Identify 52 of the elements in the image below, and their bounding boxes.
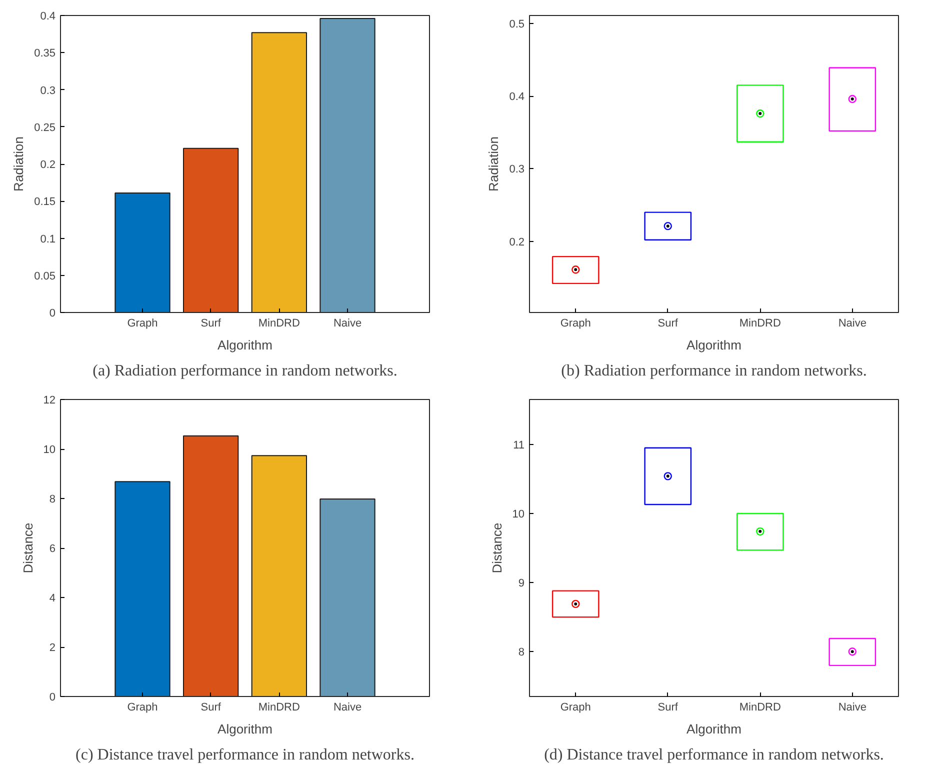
y-tick-label: 0.2	[509, 236, 525, 248]
x-tick-label: Graph	[560, 702, 591, 714]
x-tick-label: MinDRD	[739, 318, 781, 330]
x-tick-label: MinDRD	[258, 318, 300, 330]
y-tick-label: 0.05	[34, 270, 56, 282]
y-tick-label: 0.2	[40, 159, 56, 171]
text: (b) Radiation performance in random networks.	[561, 362, 867, 380]
text: (a) Radiation performance in random networks.	[92, 362, 398, 380]
x-axis-title: Algorithm	[218, 722, 272, 736]
y-tick-label: 0.4	[509, 91, 525, 104]
y-tick-label: 6	[49, 543, 56, 555]
x-tick-label: Graph	[127, 702, 158, 714]
x-tick-label: MinDRD	[739, 702, 781, 714]
y-axis-title: Radiation	[486, 136, 502, 192]
y-tick-label: 8	[518, 646, 525, 659]
y-axis-title: Distance	[489, 522, 504, 574]
y-tick-label: 0.5	[509, 18, 525, 30]
y-tick-label: 11	[513, 439, 525, 452]
x-tick-label: Surf	[200, 318, 222, 330]
x-tick-label: Surf	[200, 702, 222, 714]
y-tick-label: 2	[49, 642, 56, 654]
x-tick-label: Naive	[838, 318, 866, 330]
x-tick-label: Graph	[560, 318, 591, 330]
text: (d) Distance travel performance in random networks.	[544, 746, 884, 764]
y-tick-label: 0.25	[34, 122, 56, 134]
y-tick-label: 0	[49, 692, 56, 704]
x-tick-label: Surf	[658, 318, 679, 330]
x-tick-label: Naive	[333, 702, 362, 714]
x-tick-label: Graph	[127, 318, 158, 330]
y-tick-label: 0.4	[40, 10, 56, 22]
y-tick-label: 0.1	[40, 233, 56, 246]
x-tick-label: Surf	[658, 702, 679, 714]
y-tick-label: 0.15	[34, 196, 56, 208]
y-tick-label: 0.35	[34, 48, 56, 60]
y-tick-label: 10	[512, 508, 525, 520]
x-axis-title: Algorithm	[686, 338, 742, 352]
y-tick-label: 8	[49, 494, 56, 506]
y-tick-label: 0	[49, 308, 56, 320]
y-tick-label: 10	[43, 444, 56, 456]
x-axis-title: Algorithm	[218, 338, 272, 352]
y-tick-label: 0.3	[509, 164, 525, 176]
y-tick-label: 12	[43, 394, 56, 406]
y-tick-label: 4	[49, 592, 56, 604]
x-tick-label: Naive	[333, 318, 362, 330]
y-tick-label: 9	[518, 578, 525, 590]
y-axis-title: Radiation	[11, 136, 26, 192]
x-tick-label: Naive	[838, 702, 866, 714]
y-axis-title: Distance	[20, 522, 36, 574]
x-axis-title: Algorithm	[686, 722, 742, 736]
text: (c) Distance travel performance in random networks.	[76, 746, 414, 764]
x-tick-label: MinDRD	[258, 702, 300, 714]
y-tick-label: 0.3	[40, 84, 56, 97]
